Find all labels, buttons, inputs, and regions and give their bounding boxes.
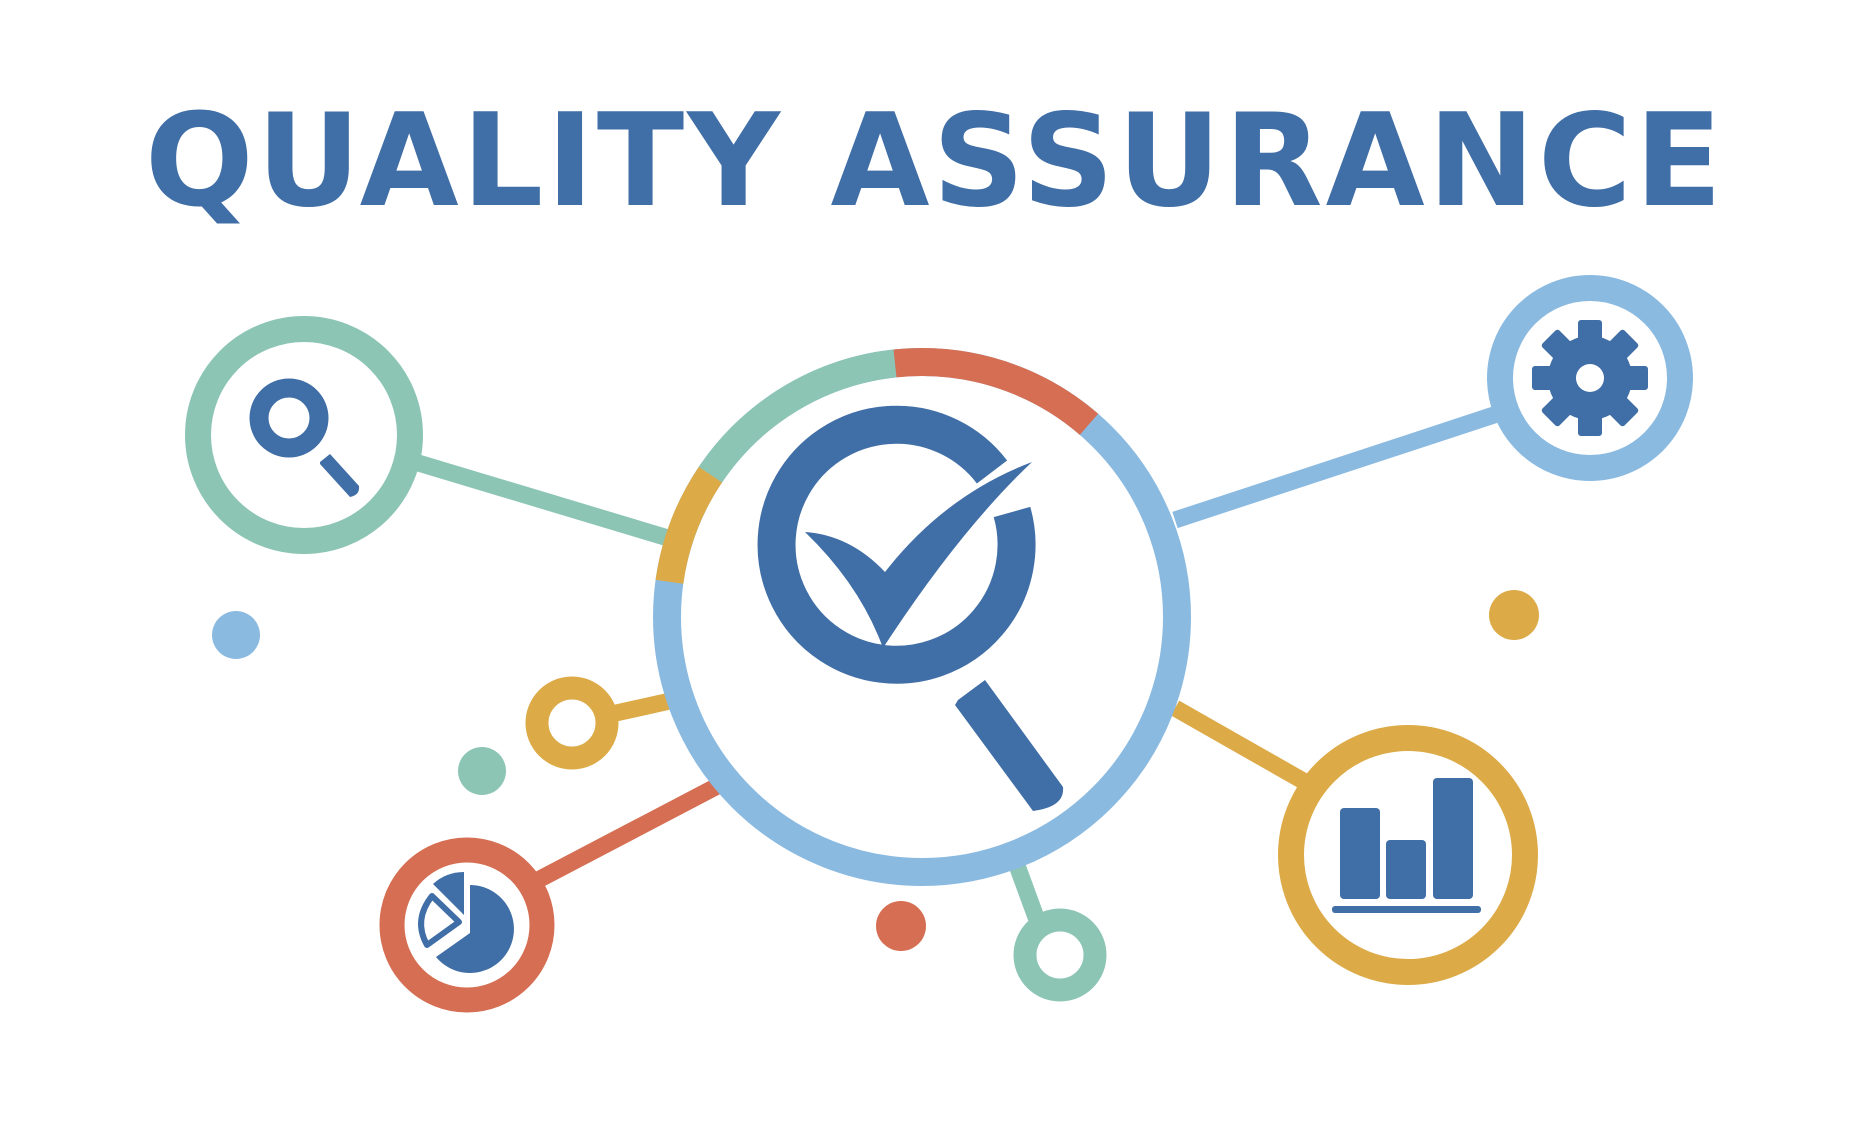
small-ring-teal	[1013, 908, 1107, 1002]
connector-magnifier	[412, 453, 671, 547]
connector-pie	[534, 774, 729, 888]
magnifier-node	[185, 316, 423, 554]
gear-icon	[1532, 320, 1648, 436]
dot-blue	[212, 611, 260, 659]
bar-chart-node	[1278, 725, 1538, 985]
dot-orange	[876, 901, 926, 951]
connector-gear	[1172, 404, 1503, 529]
connector-bar	[1170, 700, 1310, 790]
pie-chart-icon	[418, 872, 514, 973]
gear-node	[1487, 275, 1693, 481]
dot-teal	[458, 747, 506, 795]
ring-arc-orange	[653, 348, 1191, 886]
bar-chart-icon	[1332, 778, 1481, 913]
page-title: QUALITY ASSURANCE	[144, 87, 1726, 236]
checkmark-magnifier-icon	[757, 405, 1064, 811]
pie-chart-node	[379, 837, 555, 1013]
connector-small-teal	[1007, 857, 1045, 923]
dot-gold	[1489, 590, 1539, 640]
magnifier-icon	[249, 378, 360, 497]
small-ring-gold	[525, 676, 619, 770]
